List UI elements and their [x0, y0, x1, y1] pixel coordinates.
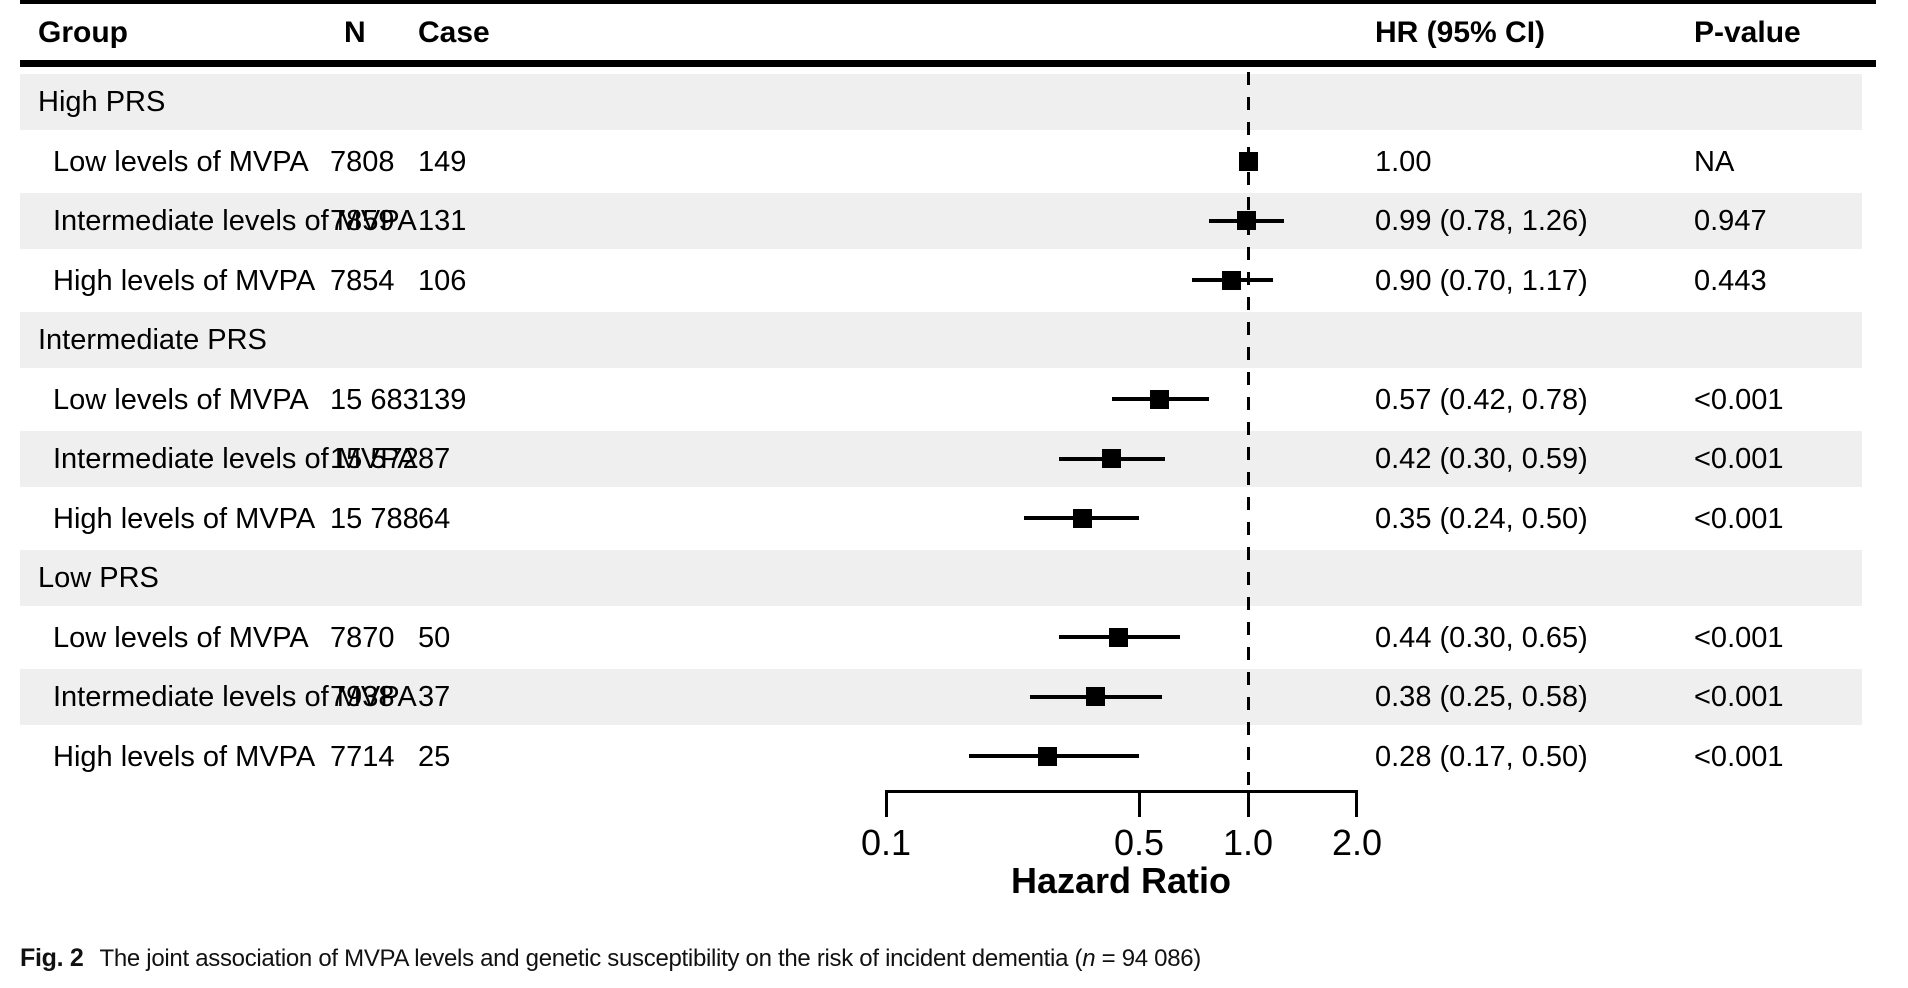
figure-caption-body: The joint association of MVPA levels and… — [99, 945, 1083, 972]
table-top-rule — [20, 0, 1876, 4]
table-header-rule — [20, 60, 1876, 67]
row-case-value: 131 — [418, 205, 467, 237]
row-n-value: 7859 — [330, 205, 395, 237]
row-case-value: 50 — [418, 621, 451, 654]
row-case-value: 25 — [418, 740, 451, 773]
row-pvalue: <0.001 — [1694, 740, 1784, 773]
group-header-label: Low PRS — [38, 562, 159, 594]
point-estimate-marker — [1038, 746, 1058, 766]
point-estimate-marker — [1236, 211, 1256, 231]
row-label: High levels of MVPA — [53, 264, 316, 297]
row-n-value: 15 788 — [330, 502, 419, 535]
point-estimate-marker — [1073, 508, 1093, 528]
row-pvalue: <0.001 — [1694, 502, 1784, 535]
row-n-value: 7714 — [330, 740, 395, 773]
row-case-value: 37 — [418, 681, 451, 713]
column-header-n: N — [344, 16, 366, 49]
point-estimate-marker — [1221, 270, 1241, 290]
row-case-value: 139 — [418, 383, 467, 416]
row-n-value: 7854 — [330, 264, 395, 297]
row-case-value: 106 — [418, 264, 467, 297]
row-pvalue: <0.001 — [1694, 681, 1784, 713]
figure-caption: Fig. 2 The joint association of MVPA leve… — [20, 944, 1201, 973]
figure-caption-tag: Fig. 2 — [20, 944, 84, 972]
row-shading-band — [20, 193, 1862, 249]
x-axis-tick — [1246, 790, 1250, 817]
row-n-value: 15 683 — [330, 383, 419, 416]
x-axis-tick-label: 2.0 — [1331, 822, 1382, 863]
row-pvalue: <0.001 — [1694, 383, 1784, 416]
row-label: High levels of MVPA — [53, 740, 316, 773]
row-hr-ci-text: 0.90 (0.70, 1.17) — [1375, 264, 1588, 297]
column-header-hr-ci: HR (95% CI) — [1375, 16, 1546, 49]
row-pvalue: <0.001 — [1694, 443, 1784, 475]
row-pvalue: NA — [1694, 145, 1735, 178]
point-estimate-marker — [1150, 389, 1170, 409]
row-hr-ci-text: 0.38 (0.25, 0.58) — [1375, 681, 1588, 713]
row-n-value: 7870 — [330, 621, 395, 654]
row-pvalue: 0.947 — [1694, 205, 1767, 237]
row-label: Low levels of MVPA — [53, 383, 309, 416]
group-header-label: High PRS — [38, 86, 166, 118]
row-label: Intermediate levels of MVPA — [53, 443, 417, 475]
row-hr-ci-text: 0.42 (0.30, 0.59) — [1375, 443, 1588, 475]
row-label: Intermediate levels of MVPA — [53, 681, 417, 713]
x-axis-tick-label: 0.1 — [860, 822, 912, 863]
figure-caption-tail: = 94 086) — [1095, 945, 1202, 972]
row-hr-ci-text: 0.44 (0.30, 0.65) — [1375, 621, 1588, 654]
reference-line — [1246, 72, 1250, 790]
row-case-value: 149 — [418, 145, 467, 178]
point-estimate-marker — [1086, 687, 1106, 707]
row-hr-ci-text: 0.35 (0.24, 0.50) — [1375, 502, 1588, 535]
row-shading-band — [20, 431, 1862, 487]
row-shading-band — [20, 550, 1862, 606]
row-pvalue: 0.443 — [1694, 264, 1767, 297]
x-axis-tick-label: 1.0 — [1222, 822, 1274, 863]
row-hr-ci-text: 1.00 — [1375, 145, 1432, 178]
point-estimate-marker — [1109, 627, 1129, 647]
row-n-value: 15 572 — [330, 443, 419, 475]
column-header-group: Group — [38, 16, 128, 49]
row-case-value: 64 — [418, 502, 451, 535]
row-label: Intermediate levels of MVPA — [53, 205, 417, 237]
row-label: Low levels of MVPA — [53, 145, 309, 178]
column-header-case: Case — [418, 16, 490, 49]
point-estimate-marker — [1102, 449, 1122, 469]
row-shading-band — [20, 312, 1862, 368]
x-axis-title: Hazard Ratio — [1010, 860, 1232, 901]
row-n-value: 7808 — [330, 145, 395, 178]
point-estimate-marker — [1238, 151, 1258, 171]
row-hr-ci-text: 0.57 (0.42, 0.78) — [1375, 383, 1588, 416]
row-n-value: 7938 — [330, 681, 395, 713]
x-axis-tick — [1355, 790, 1359, 817]
figure-caption-n: n — [1082, 945, 1096, 972]
x-axis-tick — [1137, 790, 1141, 817]
row-shading-band — [20, 74, 1862, 130]
x-axis-line — [884, 790, 1359, 793]
x-axis-tick-label: 0.5 — [1113, 822, 1165, 863]
group-header-label: Intermediate PRS — [38, 324, 267, 356]
row-hr-ci-text: 0.99 (0.78, 1.26) — [1375, 205, 1588, 237]
row-shading-band — [20, 669, 1862, 725]
row-pvalue: <0.001 — [1694, 621, 1784, 654]
row-hr-ci-text: 0.28 (0.17, 0.50) — [1375, 740, 1588, 773]
column-header-pvalue: P-value — [1694, 16, 1801, 49]
row-label: Low levels of MVPA — [53, 621, 309, 654]
row-case-value: 87 — [418, 443, 451, 475]
row-label: High levels of MVPA — [53, 502, 316, 535]
x-axis-tick — [884, 790, 888, 817]
